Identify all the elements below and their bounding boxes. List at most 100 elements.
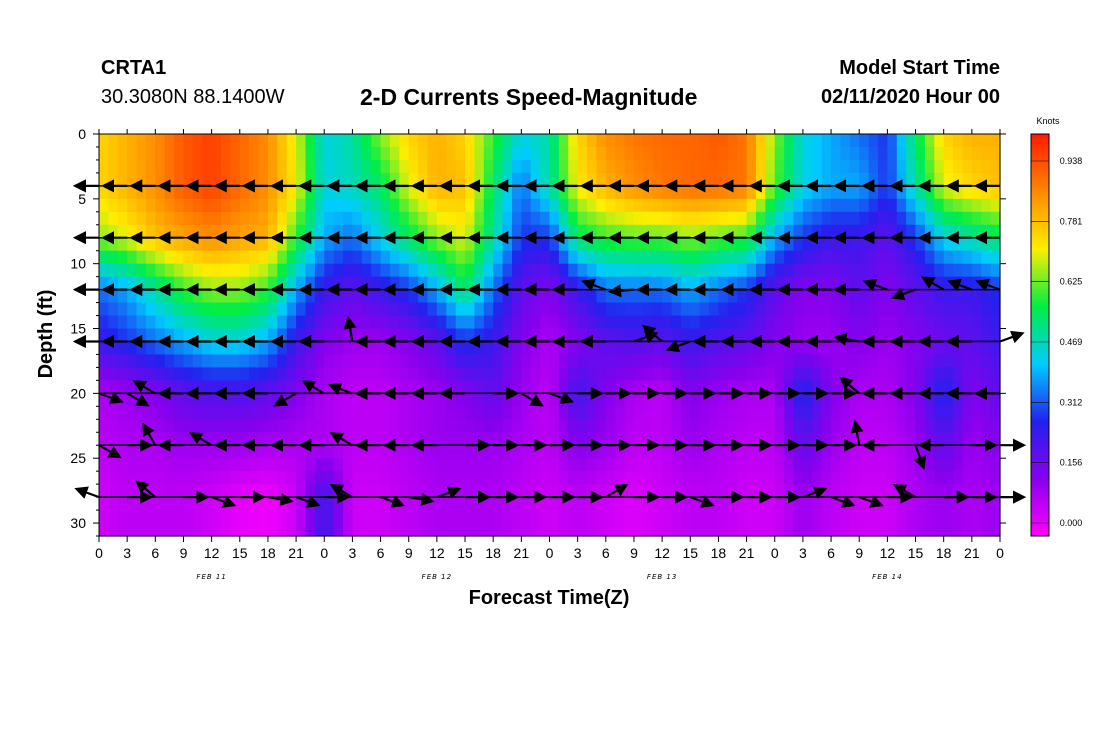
heatmap-cell — [314, 354, 325, 369]
heatmap-cell — [774, 211, 785, 226]
heatmap-cell — [962, 315, 973, 330]
heatmap-cell — [981, 523, 992, 537]
heatmap-cell — [192, 471, 203, 485]
heatmap-cell — [615, 134, 626, 148]
heatmap-cell — [934, 510, 945, 524]
station-coordinates: 30.3080N 88.1400W — [101, 86, 285, 108]
heatmap-cell — [765, 159, 776, 174]
heatmap-cell — [380, 134, 391, 148]
heatmap-cell — [127, 302, 138, 317]
heatmap-cell — [502, 250, 513, 265]
heatmap-cell — [924, 341, 935, 356]
heatmap-cell — [868, 471, 879, 485]
heatmap-cell — [202, 367, 213, 381]
heatmap-cell — [784, 276, 795, 291]
heatmap-cell — [249, 354, 260, 369]
heatmap-cell — [333, 211, 344, 226]
heatmap-cell — [755, 237, 766, 252]
heatmap-cell — [249, 276, 260, 291]
heatmap-cell — [906, 224, 917, 239]
heatmap-cell — [765, 198, 776, 213]
heatmap-cell — [971, 315, 982, 330]
heatmap-cell — [577, 315, 588, 330]
heatmap-cell — [267, 510, 278, 524]
heatmap-cell — [549, 458, 560, 472]
heatmap-cell — [455, 510, 466, 524]
heatmap-cell — [108, 510, 119, 524]
heatmap-cell — [324, 250, 335, 265]
heatmap-cell — [277, 367, 288, 381]
heatmap-cell — [709, 159, 720, 174]
heatmap-cell — [455, 146, 466, 161]
heatmap-cell — [934, 276, 945, 291]
heatmap-cell — [887, 185, 898, 200]
heatmap-cell — [174, 341, 185, 356]
heatmap-cell — [446, 367, 457, 381]
heatmap-cell — [671, 263, 682, 278]
heatmap-cell — [802, 134, 813, 148]
heatmap-cell — [906, 445, 917, 459]
heatmap-cell — [174, 510, 185, 524]
x-tick-label: 18 — [260, 545, 276, 561]
heatmap-cell — [568, 380, 579, 394]
heatmap-cell — [239, 224, 250, 239]
heatmap-cell — [718, 172, 729, 187]
heatmap-cell — [239, 419, 250, 433]
heatmap-cell — [418, 523, 429, 537]
heatmap-cell — [474, 497, 485, 511]
heatmap-cell — [690, 445, 701, 459]
heatmap-cell — [446, 302, 457, 317]
heatmap-cell — [145, 328, 156, 343]
heatmap-cell — [530, 289, 541, 304]
heatmap-cell — [399, 510, 410, 524]
heatmap-cell — [709, 458, 720, 472]
heatmap-cell — [859, 380, 870, 394]
heatmap-cell — [690, 367, 701, 381]
heatmap-cell — [296, 185, 307, 200]
heatmap-cell — [418, 146, 429, 161]
heatmap-cell — [493, 445, 504, 459]
heatmap-cell — [455, 289, 466, 304]
heatmap-cell — [558, 146, 569, 161]
heatmap-cell — [577, 237, 588, 252]
heatmap-cell — [633, 289, 644, 304]
heatmap-cell — [643, 198, 654, 213]
heatmap-cell — [568, 315, 579, 330]
heatmap-cell — [652, 432, 663, 446]
heatmap-cell — [324, 523, 335, 537]
heatmap-cell — [465, 159, 476, 174]
heatmap-cell — [361, 146, 372, 161]
heatmap-cell — [802, 471, 813, 485]
heatmap-cell — [418, 510, 429, 524]
heatmap-cell — [896, 302, 907, 317]
x-tick-label: 21 — [288, 545, 304, 561]
heatmap-cell — [868, 406, 879, 420]
heatmap-cell — [802, 510, 813, 524]
x-tick-label: 0 — [996, 545, 1004, 561]
heatmap-cell — [361, 198, 372, 213]
heatmap-cell — [155, 419, 166, 433]
heatmap-cell — [221, 134, 231, 148]
heatmap-cell — [821, 211, 832, 226]
heatmap-cell — [174, 406, 185, 420]
heatmap-cell — [380, 159, 391, 174]
heatmap-cell — [483, 458, 494, 472]
heatmap-cell — [859, 406, 870, 420]
heatmap-cell — [418, 250, 429, 265]
heatmap-cell — [859, 211, 870, 226]
heatmap-cell — [981, 224, 992, 239]
current-vector — [98, 444, 122, 459]
heatmap-cell — [765, 445, 776, 459]
heatmap-cell — [389, 380, 400, 394]
heatmap-cell — [971, 224, 982, 239]
heatmap-cell — [840, 367, 851, 381]
heatmap-cell — [286, 406, 297, 420]
heatmap-cell — [436, 302, 447, 317]
heatmap-cell — [981, 302, 992, 317]
heatmap-cell — [990, 159, 1001, 174]
heatmap-cell — [399, 354, 410, 369]
heatmap-cell — [296, 523, 307, 537]
heatmap-cell — [399, 419, 410, 433]
heatmap-cell — [690, 302, 701, 317]
heatmap-cell — [465, 380, 476, 394]
